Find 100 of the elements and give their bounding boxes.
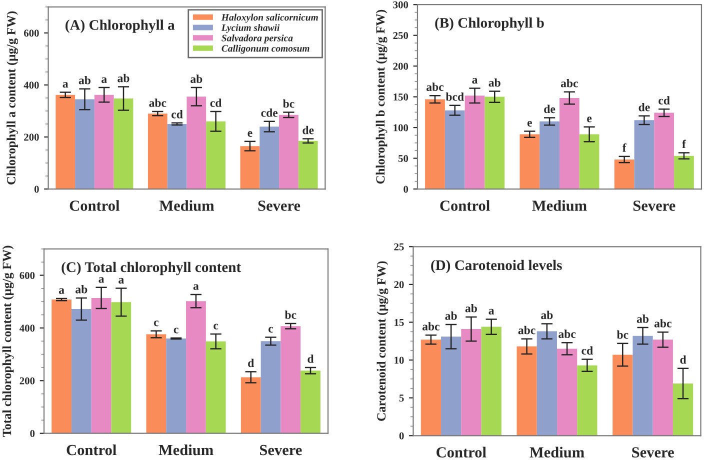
data-label: ab <box>465 304 477 312</box>
data-label: ab <box>445 312 457 320</box>
legend-label: Lycium shawii <box>221 24 280 33</box>
data-label: cd <box>582 346 593 355</box>
bar <box>300 370 320 434</box>
data-label: abc <box>654 319 672 328</box>
data-label: de <box>302 126 314 134</box>
bar <box>240 146 260 190</box>
bar <box>148 114 168 190</box>
y-tick-label: 100 <box>394 124 408 132</box>
x-tick-label: Severe <box>633 200 676 211</box>
data-label: a <box>488 308 494 315</box>
bar <box>559 98 580 190</box>
y-tick-label: 0 <box>399 432 404 440</box>
data-label: de <box>638 102 650 112</box>
y-tick-label: 250 <box>393 32 408 40</box>
x-tick-label: Control <box>436 446 486 458</box>
y-tick-label: 5 <box>399 394 404 402</box>
bar <box>461 329 482 436</box>
bar <box>146 334 166 434</box>
x-tick-label: Medium <box>530 446 584 458</box>
data-label: a <box>193 284 199 290</box>
y-tick-label: 200 <box>24 134 39 141</box>
bar <box>167 124 187 190</box>
legend-label: Haloxylon salicornicum <box>221 14 318 23</box>
y-tick-label: 50 <box>398 154 408 162</box>
text: (A) Chlorophyll a <box>66 20 175 33</box>
bar <box>520 134 540 190</box>
data-label: ab <box>488 78 500 87</box>
y-tick-label: 300 <box>393 1 408 8</box>
bar <box>206 121 226 190</box>
data-label: e <box>587 116 592 122</box>
data-label: c <box>174 328 178 334</box>
x-tick-label: Control <box>66 444 116 456</box>
y-tick-label: 400 <box>24 82 39 89</box>
data-label: a <box>58 288 64 294</box>
y-tick-label: 400 <box>20 324 35 332</box>
bar <box>577 365 598 436</box>
bar <box>441 336 462 436</box>
data-label: bcd <box>446 92 464 101</box>
data-label: a <box>62 82 68 88</box>
data-label: cd <box>172 110 183 118</box>
data-label: cd <box>658 96 670 104</box>
bar <box>186 301 206 434</box>
x-tick-label: Severe <box>258 200 300 211</box>
data-label: a <box>472 78 478 84</box>
data-label: bc <box>282 99 294 108</box>
bar <box>114 98 134 190</box>
y-axis-title: Total chlorophyll content (μg/g FW) <box>2 246 14 437</box>
data-label: ab <box>636 314 649 323</box>
bar <box>464 96 485 190</box>
data-label: c <box>214 324 218 330</box>
bar <box>425 99 445 190</box>
bar <box>674 156 694 190</box>
data-label: f <box>682 140 686 148</box>
bar <box>298 140 318 190</box>
y-tick-label: 0 <box>34 186 39 193</box>
bar <box>91 298 112 434</box>
text: (C) Total chlorophyll content <box>62 262 242 276</box>
data-label: abc <box>558 330 576 338</box>
bar <box>536 331 557 436</box>
bar <box>484 96 505 190</box>
bar <box>94 94 114 190</box>
legend-label: Calligonum comosum <box>222 44 310 54</box>
bar <box>672 383 694 436</box>
data-label: bc <box>284 310 296 319</box>
data-label: d <box>248 358 254 368</box>
y-tick-label: 600 <box>24 30 39 37</box>
y-tick-label: 600 <box>20 272 35 279</box>
data-label: cde <box>261 108 278 117</box>
bar <box>556 348 578 436</box>
bar <box>52 300 72 434</box>
data-label: c <box>268 326 274 333</box>
legend-label: Salvadora persica <box>222 34 293 44</box>
data-label: ab <box>78 76 90 84</box>
bar <box>540 121 560 190</box>
data-label: f <box>622 143 626 152</box>
bar <box>280 326 301 434</box>
data-label: d <box>308 354 314 363</box>
y-tick-label: 200 <box>393 62 408 70</box>
data-label: e <box>527 120 532 127</box>
data-label: a <box>118 278 124 284</box>
data-label: a <box>98 277 104 283</box>
bar <box>612 354 633 436</box>
data-label: e <box>248 131 252 137</box>
data-label: abc <box>422 322 440 330</box>
bar <box>579 134 600 190</box>
data-label: c <box>154 320 159 326</box>
bar <box>206 341 226 434</box>
data-label: abc <box>426 82 444 91</box>
text: (B) Chlorophyll b <box>435 18 544 31</box>
data-label: cd <box>210 98 222 107</box>
y-axis-title: Chlorophyll b content (μg/g FW) <box>376 10 388 184</box>
bar <box>279 114 298 190</box>
y-axis-title: Carotenoid content (μg/g FW) <box>376 261 388 421</box>
x-tick-label: Medium <box>158 444 214 456</box>
y-axis-title: Chlorophyll a content (μg/g FW) <box>6 11 18 184</box>
data-label: de <box>544 104 556 114</box>
y-tick-label: 0 <box>404 186 408 193</box>
text: (D) Carotenoid levels <box>431 260 562 274</box>
